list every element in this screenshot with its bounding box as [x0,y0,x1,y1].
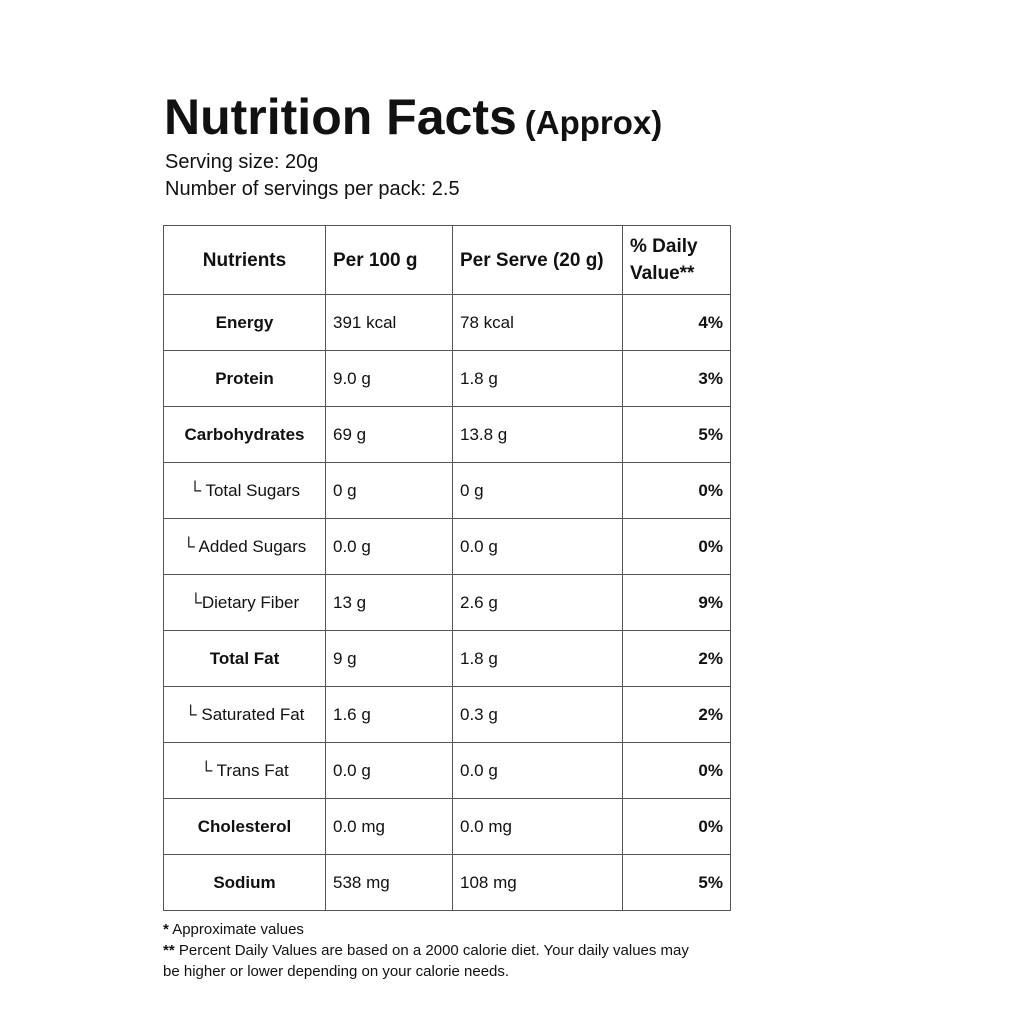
nutrient-name: └ Total Sugars [163,462,326,519]
header-row: Nutrients Per 100 g Per Serve (20 g)% Dail… [163,225,731,295]
column-header: % Daily Value** [622,225,731,295]
table-row: Sodium 538 mg 108 mg 5% [163,854,731,911]
table-cell: 0 g [452,462,623,519]
subtitle: (Approx) [524,104,663,141]
serving-size: Serving size: 20g [165,151,319,173]
table-cell: 78 kcal [452,294,623,351]
table-row: └Dietary Fiber 13 g 2.6 g 9% [163,574,731,631]
table-row: └ Saturated Fat 1.6 g 0.3 g 2% [163,686,731,743]
table-row: Protein 9.0 g 1.8 g 3% [163,350,731,407]
table-cell: 0% [622,798,731,855]
nutrient-name: └Dietary Fiber [163,574,326,631]
footnotes: * Approximate values ** Percent Daily Val… [163,919,703,982]
title: Nutrition Facts [164,89,517,145]
table-cell: 69 g [325,406,453,463]
table-row: └ Added Sugars 0.0 g 0.0 g 0% [163,518,731,575]
footnote-marker: * [163,921,169,938]
table-cell: 3% [622,350,731,407]
table-cell: 108 mg [452,854,623,911]
table-cell: 1.8 g [452,350,623,407]
table-cell: 0.0 g [452,742,623,799]
table-cell: 0% [622,742,731,799]
table-cell: 2.6 g [452,574,623,631]
table-row: Carbohydrates 69 g 13.8 g 5% [163,406,731,463]
table-cell: 391 kcal [325,294,453,351]
footnote: * Approximate values [163,919,703,940]
table-cell: 13 g [325,574,453,631]
table-cell: 9 g [325,630,453,687]
column-header: Per 100 g [325,225,453,295]
column-header: Per Serve (20 g) [452,225,623,295]
nutrition-table: Nutrients Per 100 g Per Serve (20 g)% Dail… [163,225,731,911]
servings-per-pack: Number of servings per pack: 2.5 [165,178,460,200]
nutrient-name: └ Added Sugars [163,518,326,575]
table-cell: 1.8 g [452,630,623,687]
table-cell: 2% [622,630,731,687]
table-row: Total Fat 9 g 1.8 g 2% [163,630,731,687]
column-header: Nutrients [163,225,326,295]
title-line: Nutrition Facts (Approx) [164,88,662,146]
table-cell: 0.0 g [452,518,623,575]
nutrient-name: Protein [163,350,326,407]
table-cell: 0.3 g [452,686,623,743]
table-cell: 9.0 g [325,350,453,407]
footnote-text: Percent Daily Values are based on a 2000… [163,942,689,980]
footnote: ** Percent Daily Values are based on a 2… [163,940,703,982]
table-cell: 0.0 g [325,518,453,575]
nutrient-name: Carbohydrates [163,406,326,463]
table-row: Energy 391 kcal 78 kcal 4% [163,294,731,351]
nutrient-name: Energy [163,294,326,351]
nutrient-name: Sodium [163,854,326,911]
nutrient-name: └ Trans Fat [163,742,326,799]
table-cell: 5% [622,406,731,463]
footnote-marker: ** [163,942,175,959]
table-cell: 4% [622,294,731,351]
table-cell: 0.0 mg [452,798,623,855]
table-cell: 0 g [325,462,453,519]
nutrient-name: └ Saturated Fat [163,686,326,743]
table-cell: 0.0 mg [325,798,453,855]
table-cell: 5% [622,854,731,911]
table-row: Cholesterol 0.0 mg 0.0 mg 0% [163,798,731,855]
table-cell: 538 mg [325,854,453,911]
table-cell: 9% [622,574,731,631]
table-cell: 0% [622,462,731,519]
table-cell: 13.8 g [452,406,623,463]
table-cell: 0.0 g [325,742,453,799]
table-cell: 0% [622,518,731,575]
footnote-text: Approximate values [172,921,304,938]
table-cell: 2% [622,686,731,743]
nutrient-name: Total Fat [163,630,326,687]
nutrient-name: Cholesterol [163,798,326,855]
table-cell: 1.6 g [325,686,453,743]
table-row: └ Trans Fat 0.0 g 0.0 g 0% [163,742,731,799]
